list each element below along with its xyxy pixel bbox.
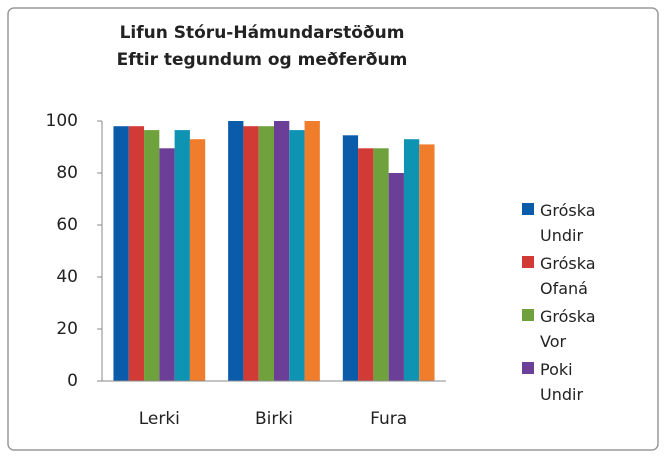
x-tick-label: Lerki <box>139 409 180 429</box>
bar <box>113 126 129 381</box>
legend-item: Gróska Undir <box>522 198 612 251</box>
bar <box>174 130 190 381</box>
bar <box>128 126 145 381</box>
legend-item: Gróska Ofaná <box>522 251 612 304</box>
chart-subtitle: Eftir tegundum og meðferðum <box>117 50 408 70</box>
bar <box>189 139 206 381</box>
legend-swatch <box>522 362 534 374</box>
legend-label: Gróska Vor <box>540 307 596 351</box>
legend-item: Poki Undir <box>522 357 612 410</box>
x-tick-label: Fura <box>370 409 407 429</box>
bar <box>373 148 389 381</box>
legend-label: Poki Undir <box>540 360 584 404</box>
bar <box>304 121 320 381</box>
y-tick-label: 100 <box>46 111 78 131</box>
y-tick-label: 60 <box>56 215 78 235</box>
legend-swatch <box>522 256 534 268</box>
bar <box>144 130 160 381</box>
bar <box>258 126 274 381</box>
x-tick-label: Birki <box>255 409 293 429</box>
bar <box>403 139 420 381</box>
bar <box>289 130 305 381</box>
bar <box>228 121 244 381</box>
bar <box>274 121 290 381</box>
legend-swatch <box>522 309 534 321</box>
legend-swatch <box>522 203 534 215</box>
bar <box>342 135 359 381</box>
bar <box>358 148 374 381</box>
bar <box>159 148 175 381</box>
y-tick-label: 40 <box>56 267 78 287</box>
bar <box>419 144 435 381</box>
bar <box>388 173 404 381</box>
chart-title: Lifun Stóru-Hámundarstöðum <box>120 23 405 43</box>
legend-label: Gróska Ofaná <box>540 254 596 298</box>
y-tick-label: 80 <box>56 163 78 183</box>
legend: Gróska Undir Gróska Ofaná Gróska Vor Poki U… <box>522 198 612 410</box>
legend-label: Gróska Undir <box>540 201 596 245</box>
legend-item: Gróska Vor <box>522 304 612 357</box>
y-tick-label: 0 <box>67 371 78 391</box>
y-tick-label: 20 <box>56 319 78 339</box>
bar <box>243 126 259 381</box>
